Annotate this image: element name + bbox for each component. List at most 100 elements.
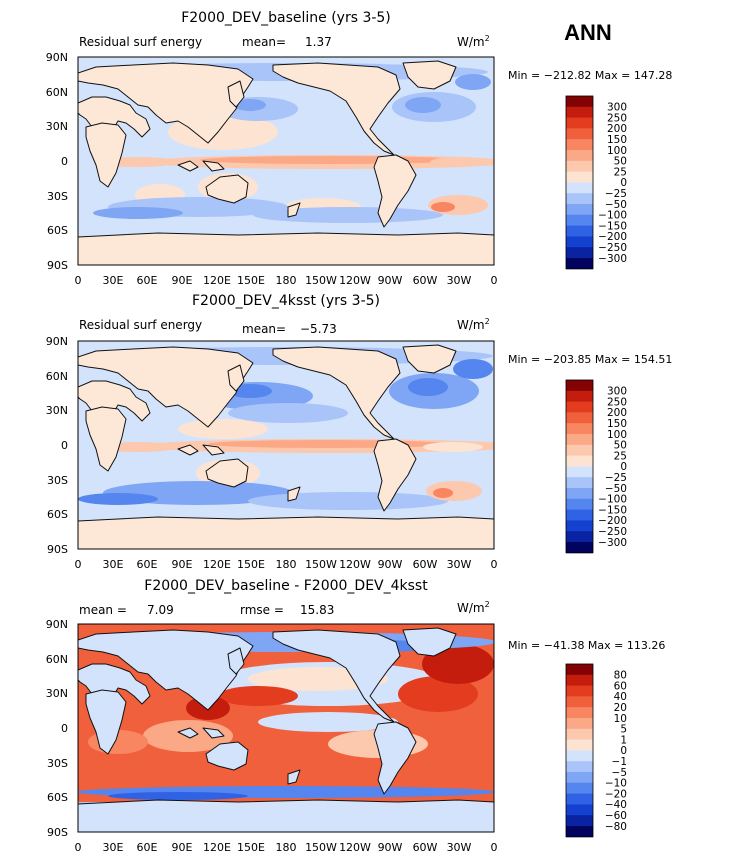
field-map [78, 341, 494, 549]
min-max-label: Min = −203.85 Max = 154.51 [508, 353, 672, 366]
colorbar-swatch [566, 225, 593, 237]
lon-tick: 120W [339, 274, 371, 287]
colorbar-swatch [566, 685, 593, 697]
colorbar-label: −250 [598, 242, 627, 254]
colorbar-swatch [566, 171, 593, 183]
colorbar-swatch [566, 193, 593, 205]
colorbar-label: 80 [614, 670, 627, 682]
colorbar-label: −60 [605, 810, 627, 822]
colorbar-swatch [566, 761, 593, 773]
colorbar-swatch [566, 498, 593, 510]
lon-tick: 0 [75, 274, 82, 287]
colorbar-label: −150 [598, 220, 627, 232]
panel-title: F2000_DEV_baseline (yrs 3-5) [181, 10, 391, 26]
colorbar-label: 100 [607, 429, 627, 441]
units-label: W/m2 [457, 34, 490, 49]
colorbar-swatch [566, 423, 593, 435]
colorbar-label: 60 [614, 680, 627, 692]
lon-tick: 0 [75, 558, 82, 571]
lat-tick: 0 [61, 155, 68, 168]
lon-tick: 60W [413, 274, 438, 287]
colorbar-label: 150 [607, 418, 627, 430]
colorbar-swatch [566, 150, 593, 162]
lon-tick: 150E [237, 558, 265, 571]
lon-tick: 0 [75, 841, 82, 854]
lon-tick: 120W [339, 558, 371, 571]
lat-tick: 90N [46, 51, 68, 64]
colorbar-label: 10 [614, 713, 627, 725]
colorbar-swatch [566, 664, 593, 676]
colorbar-label: −5 [612, 767, 627, 779]
lon-tick: 90E [172, 558, 193, 571]
units-base: W/m [457, 35, 485, 49]
colorbar-label: 250 [607, 396, 627, 408]
lat-tick: 90S [47, 826, 68, 839]
colorbar-swatch [566, 718, 593, 730]
lat-tick: 60N [46, 86, 68, 99]
mean-value: 1.37 [305, 35, 332, 49]
field-label: Residual surf energy [79, 318, 202, 332]
colorbar-swatch [566, 247, 593, 259]
lat-tick: 90N [46, 335, 68, 348]
lon-tick: 0 [491, 558, 498, 571]
lat-tick: 0 [61, 722, 68, 735]
colorbar-swatch [566, 455, 593, 467]
mean-label: mean= [242, 322, 286, 336]
lat-tick: 30N [46, 120, 68, 133]
colorbar-label: 100 [607, 145, 627, 157]
lon-tick: 0 [491, 274, 498, 287]
panel-4ksst: F2000_DEV_4ksst (yrs 3-5) Residual surf … [46, 293, 673, 571]
colorbar-swatch [566, 258, 593, 270]
colorbar-label: −300 [598, 253, 627, 265]
lat-ticks: 90N 60N 30N 0 30S 60S 90S [46, 335, 68, 556]
colorbar-swatch [566, 728, 593, 740]
colorbar: 30025020015010050250−25−50−100−150−200−2… [565, 95, 627, 270]
lon-tick: 120E [203, 841, 231, 854]
units-base: W/m [457, 601, 485, 615]
land-masks [78, 344, 494, 549]
colorbar-label: 150 [607, 134, 627, 146]
mean-value: −5.73 [300, 322, 337, 336]
land-masks [78, 60, 494, 265]
lat-tick: 90N [46, 618, 68, 631]
colorbar-label: −100 [598, 210, 627, 222]
colorbar-swatch [566, 782, 593, 794]
colorbar-label: −150 [598, 504, 627, 516]
colorbar-swatch [566, 815, 593, 827]
units-exponent: 2 [485, 600, 490, 609]
colorbar-swatch [566, 674, 593, 686]
lon-tick: 150W [305, 274, 337, 287]
colorbar-label: −200 [598, 515, 627, 527]
lat-tick: 60N [46, 370, 68, 383]
colorbar-label: −1 [612, 756, 627, 768]
lon-tick: 150W [305, 558, 337, 571]
colorbar-label: −50 [605, 199, 627, 211]
colorbar-label: 200 [607, 123, 627, 135]
colorbar-label: 300 [607, 102, 627, 114]
colorbar-label: −25 [605, 188, 627, 200]
lon-tick: 150E [237, 274, 265, 287]
lon-tick: 120E [203, 558, 231, 571]
colorbar-label: 0 [620, 177, 627, 189]
colorbar-swatch [566, 390, 593, 402]
map-frame [77, 340, 495, 550]
colorbar-label: 20 [614, 702, 627, 714]
lon-ticks: 0 30E 60E 90E 120E 150E 180 150W 120W 90… [75, 274, 498, 287]
colorbar-label: 300 [607, 386, 627, 398]
colorbar-swatch [566, 488, 593, 500]
panel-title: F2000_DEV_baseline - F2000_DEV_4ksst [144, 578, 428, 594]
lon-tick: 90W [378, 274, 403, 287]
lon-tick: 150W [305, 841, 337, 854]
rmse-value: 15.83 [300, 603, 334, 617]
lon-tick: 180 [276, 558, 297, 571]
lat-tick: 30N [46, 404, 68, 417]
lon-tick: 30E [103, 558, 124, 571]
colorbar-swatch [566, 434, 593, 446]
lon-ticks: 0 30E 60E 90E 120E 150E 180 150W 120W 90… [75, 841, 498, 854]
lat-tick: 30S [47, 757, 68, 770]
lon-tick: 30W [447, 841, 472, 854]
colorbar-label: −250 [598, 526, 627, 538]
land-masks [78, 627, 494, 832]
